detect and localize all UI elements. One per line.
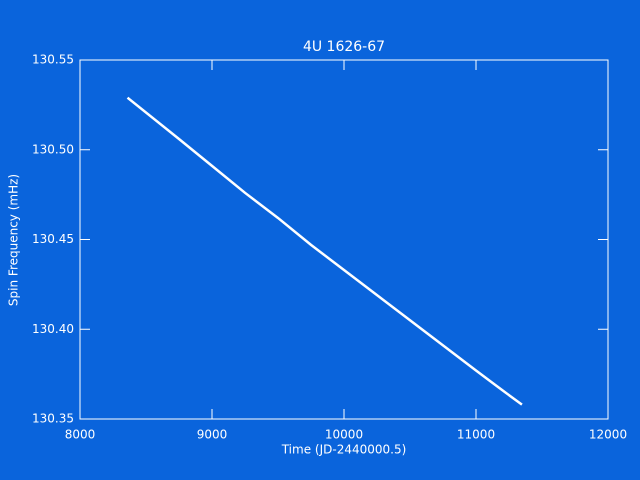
x-tick-label: 10000 bbox=[325, 428, 363, 442]
y-tick-label: 130.55 bbox=[32, 53, 74, 67]
y-tick-label: 130.45 bbox=[32, 232, 74, 246]
x-tick-label: 12000 bbox=[589, 428, 627, 442]
y-tick-label: 130.50 bbox=[32, 142, 74, 156]
y-tick-label: 130.35 bbox=[32, 412, 74, 426]
x-tick-label: 8000 bbox=[65, 428, 96, 442]
x-axis-label: Time (JD-2440000.5) bbox=[281, 443, 407, 457]
x-tick-label: 9000 bbox=[197, 428, 228, 442]
y-tick-label: 130.40 bbox=[32, 322, 74, 336]
data-line bbox=[126, 96, 523, 406]
chart-title: 4U 1626-67 bbox=[303, 39, 385, 55]
x-tick-label: 11000 bbox=[457, 428, 495, 442]
y-axis-label: Spin Frequency (mHz) bbox=[7, 174, 21, 306]
